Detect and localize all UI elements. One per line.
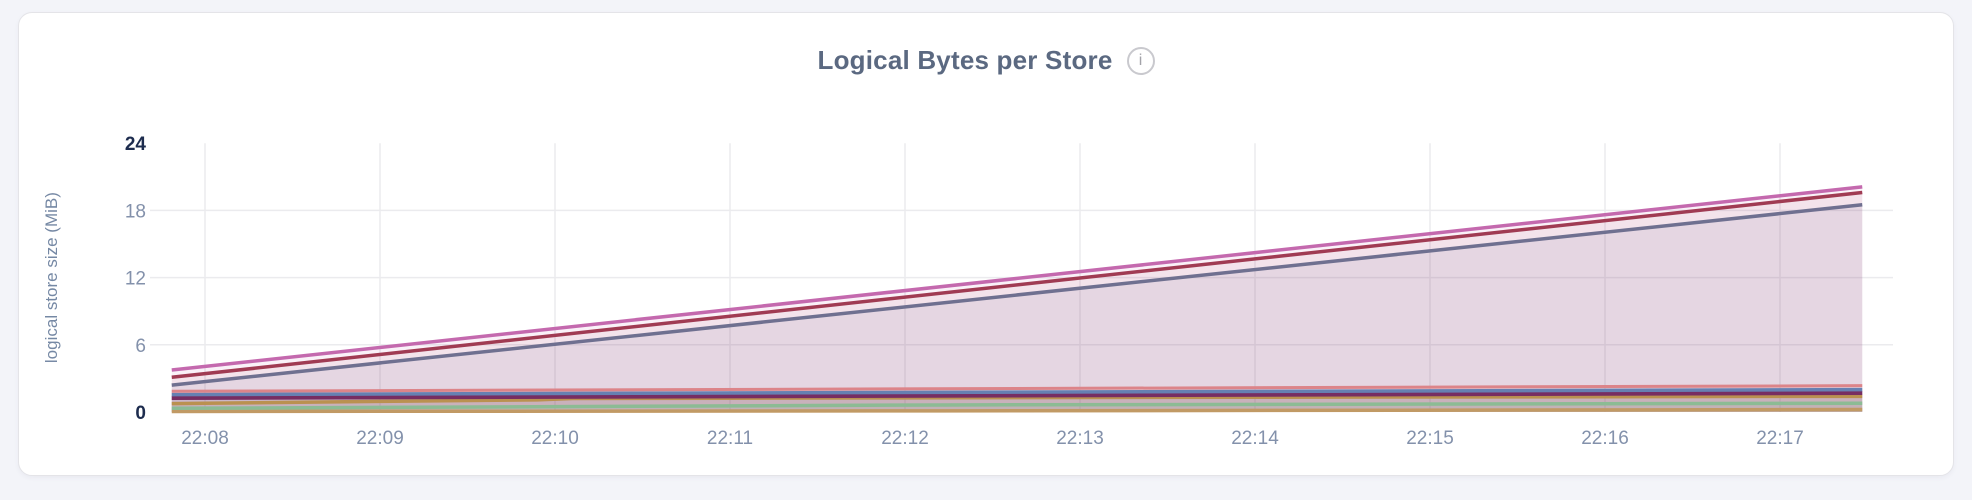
chart-header: Logical Bytes per Store i bbox=[19, 45, 1953, 76]
chart-title: Logical Bytes per Store bbox=[817, 45, 1113, 75]
chart-hover-area[interactable] bbox=[150, 143, 1893, 412]
info-icon[interactable]: i bbox=[1126, 46, 1155, 75]
